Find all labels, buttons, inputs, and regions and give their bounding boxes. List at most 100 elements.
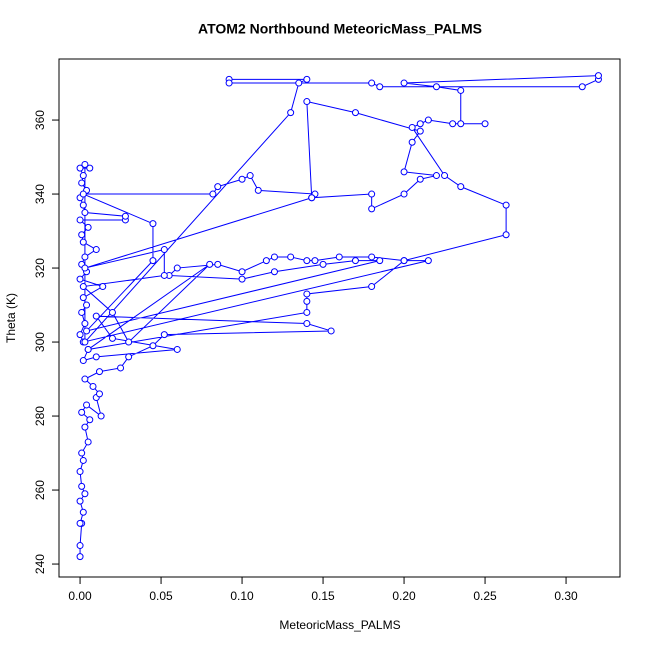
data-point [457,120,465,128]
x-tick-label: 0.25 [473,589,497,603]
chart-title: ATOM2 Northbound MeteoricMass_PALMS [198,21,482,37]
data-point [173,345,181,353]
data-point [303,75,311,83]
data-point [368,205,376,213]
data-point [79,283,87,291]
data-point [76,331,84,339]
data-point [424,116,432,124]
data-point [79,172,87,180]
data-point [303,98,311,106]
data-point [149,342,157,350]
data-point [76,275,84,283]
data-point [303,320,311,328]
x-tick-label: 0.00 [68,589,92,603]
data-point [160,331,168,339]
data-point [78,231,86,239]
data-point [84,438,92,446]
data-point [117,364,125,372]
x-tick-label: 0.30 [554,589,578,603]
data-point [327,327,335,335]
data-point [125,338,133,346]
data-point [225,79,233,87]
data-point [368,253,376,261]
data-point [368,283,376,291]
data-point [457,183,465,191]
x-tick-label: 0.15 [311,589,335,603]
data-point [400,257,408,265]
data-point [76,542,84,550]
data-point [79,508,87,516]
y-tick-label: 320 [33,258,47,278]
data-point [351,109,359,117]
data-point [368,190,376,198]
data-point [79,294,87,302]
data-point [408,123,416,131]
data-point [287,109,295,117]
data-line [78,75,599,557]
data-point [81,423,89,431]
data-point [81,338,89,346]
data-point [238,275,246,283]
data-point [400,190,408,198]
data-point [303,308,311,316]
data-point [578,83,586,91]
data-point [92,353,100,361]
data-point [209,190,217,198]
data-point [254,186,262,194]
data-point [76,553,84,561]
y-tick-label: 340 [33,184,47,204]
data-point [76,216,84,224]
x-tick-label: 0.10 [230,589,254,603]
data-point [303,297,311,305]
data-point [95,390,103,398]
data-point [376,257,384,265]
data-point [262,257,270,265]
data-point [246,172,254,180]
x-tick-label: 0.05 [149,589,173,603]
y-tick-label: 240 [33,554,47,574]
data-point [79,190,87,198]
data-point [400,79,408,87]
data-point [416,175,424,183]
data-point [424,257,432,265]
data-point [78,449,86,457]
data-point [173,264,181,272]
data-point [400,168,408,176]
data-point [81,264,89,272]
x-axis-label: MeteoricMass_PALMS [279,618,400,632]
data-point [287,253,295,261]
data-point [351,257,359,265]
data-point [79,357,87,365]
data-point [76,468,84,476]
data-point [78,308,86,316]
data-point [99,283,107,291]
data-point [78,408,86,416]
data-point [206,260,214,268]
data-point [502,201,510,209]
data-point [89,382,97,390]
data-point [416,127,424,135]
data-point [376,83,384,91]
data-point [81,160,89,168]
data-point [78,482,86,490]
data-point [270,268,278,276]
data-point [238,175,246,183]
data-point [311,257,319,265]
data-point [79,201,87,209]
data-point [121,212,129,220]
data-point [108,334,116,342]
data-point [76,164,84,172]
data-point [84,223,92,231]
data-point [76,497,84,505]
y-tick-label: 260 [33,480,47,500]
data-point [86,164,94,172]
data-point [95,368,103,376]
data-point [81,253,89,261]
data-point [78,179,86,187]
data-point [441,172,449,180]
data-point [594,72,602,80]
data-point [149,220,157,228]
data-point [92,246,100,254]
data-point [84,345,92,353]
data-point [270,253,278,261]
